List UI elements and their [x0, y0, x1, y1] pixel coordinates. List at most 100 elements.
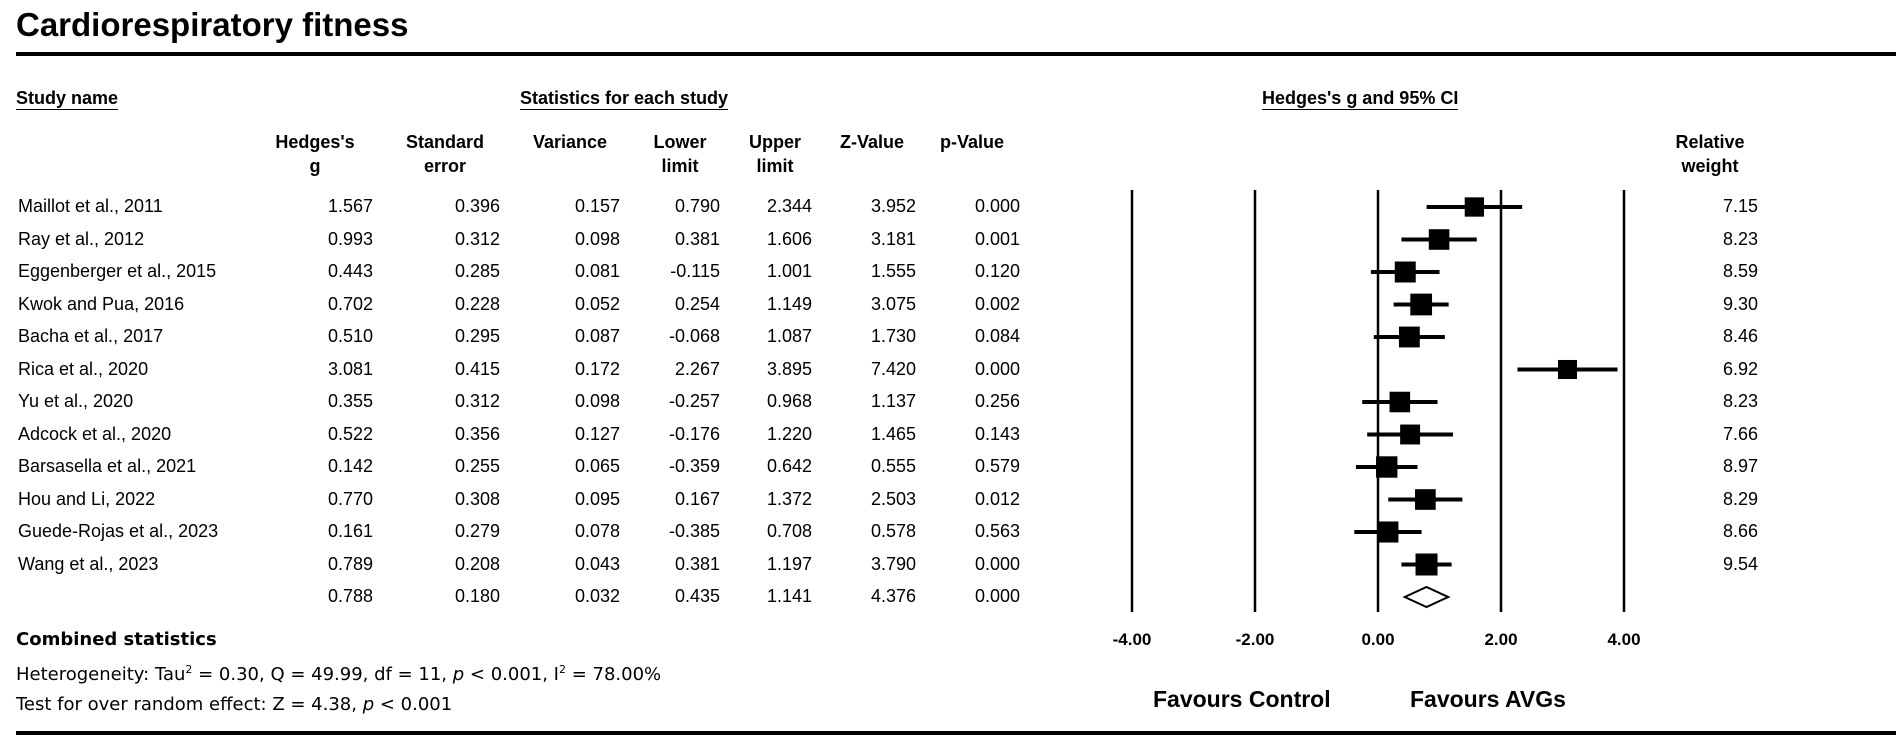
z-value-cell: 3.952 — [870, 196, 916, 216]
relative-weight-cell: 8.59 — [1722, 261, 1758, 281]
upper-limit-cell: 2.344 — [766, 196, 812, 216]
variance-cell: 0.081 — [574, 261, 620, 281]
relative-weight-cell: 8.46 — [1722, 326, 1758, 346]
study-name-cell: Kwok and Pua, 2016 — [18, 293, 185, 314]
lower-limit-cell: 0.381 — [674, 228, 720, 249]
lower-limit-cell: 0.167 — [674, 488, 720, 509]
p-value-cell: 0.120 — [974, 261, 1020, 281]
study-name-cell: Wang et al., 2023 — [18, 553, 159, 574]
p-value-cell: 0.256 — [974, 391, 1020, 411]
upper-limit-cell: 1.087 — [766, 326, 812, 346]
effect-size-marker — [1557, 359, 1577, 380]
study-name-cell: Yu et al., 2020 — [18, 391, 134, 411]
hedges-g-cell: 0.142 — [327, 456, 373, 476]
x-tick-label: 2.00 — [1484, 630, 1517, 649]
plot-group-header: Hedges's g and 95% CI — [1262, 88, 1459, 110]
p-value-cell: 0.563 — [974, 521, 1020, 541]
variance-cell: 0.065 — [574, 456, 620, 476]
upper-limit-cell: 1.606 — [766, 228, 812, 249]
favours-control-label: Favours Control — [1153, 686, 1331, 712]
upper-limit-cell: 1.220 — [766, 423, 812, 444]
hedges-g-cell: 0.161 — [327, 521, 373, 541]
hedges-g-cell: 3.081 — [327, 358, 373, 379]
p-value-cell: 0.001 — [974, 228, 1020, 249]
p-value-cell: 0.084 — [974, 326, 1020, 346]
favours-avgs-label: Favours AVGs — [1410, 686, 1566, 712]
z-value-cell: 2.503 — [870, 488, 916, 509]
hedges-g-cell: 0.789 — [327, 553, 373, 574]
col-header-variance: Variance — [532, 132, 608, 152]
hedges-g-cell: 1.567 — [327, 196, 373, 216]
random-effect-test-line: Test for over random effect: Z = 4.38, p… — [16, 694, 453, 715]
variance-cell: 0.127 — [574, 423, 620, 444]
p-value-cell: 0.002 — [974, 293, 1020, 314]
x-tick-label: -4.00 — [1113, 630, 1152, 649]
study-name-cell: Barsasella et al., 2021 — [18, 456, 197, 476]
study-name-cell: Rica et al., 2020 — [18, 358, 149, 379]
upper-limit-cell: 1.197 — [766, 553, 812, 574]
z-value-cell: 1.137 — [870, 391, 916, 411]
col-header-upper-limit: Upper limit — [748, 132, 801, 176]
upper-limit-cell: 3.895 — [766, 358, 812, 379]
z-value-cell: 1.555 — [870, 261, 916, 281]
upper-limit-cell: 1.149 — [766, 293, 812, 314]
study-name-cell: Bacha et al., 2017 — [18, 326, 164, 346]
stats-group-header: Statistics for each study — [520, 88, 729, 110]
relative-weight-cell: 8.23 — [1722, 391, 1758, 411]
lower-limit-cell: -0.359 — [668, 456, 720, 476]
study-name-cell: Maillot et al., 2011 — [18, 196, 163, 216]
z-value-cell: 7.420 — [870, 358, 916, 379]
relative-weight-cell: 8.29 — [1722, 488, 1758, 509]
p-value-cell: 0.012 — [974, 488, 1020, 509]
bottom-rule — [16, 731, 1896, 735]
lower-limit-cell: 2.267 — [674, 358, 720, 379]
z-value-cell: 3.790 — [870, 553, 916, 574]
z-value-cell: 3.075 — [870, 293, 916, 314]
x-tick-label: -2.00 — [1236, 630, 1275, 649]
relative-weight-cell: 9.54 — [1722, 553, 1758, 574]
effect-size-marker — [1400, 424, 1421, 445]
lower-limit-cell: -0.257 — [668, 391, 720, 411]
standard-error-cell: 0.415 — [454, 358, 500, 379]
lower-limit-cell: 0.254 — [674, 293, 720, 314]
p-value-cell: 0.000 — [974, 553, 1020, 574]
hedges-g-cell: 0.510 — [327, 326, 373, 346]
standard-error-cell: 0.228 — [454, 293, 500, 314]
effect-size-marker — [1415, 489, 1436, 510]
combined-statistics-heading: Combined statistics — [16, 629, 217, 650]
relative-weight-cell: 7.15 — [1722, 196, 1758, 216]
standard-error-cell: 0.312 — [454, 228, 500, 249]
lower-limit-cell: 0.435 — [674, 586, 720, 606]
variance-cell: 0.043 — [574, 553, 620, 574]
top-rule — [16, 52, 1896, 56]
hedges-g-cell: 0.355 — [327, 391, 373, 411]
variance-cell: 0.052 — [574, 293, 620, 314]
p-value-cell: 0.000 — [974, 586, 1020, 606]
hedges-g-cell: 0.522 — [327, 423, 373, 444]
study-name-cell: Eggenberger et al., 2015 — [18, 261, 217, 281]
col-header-standard-error: Standard error — [405, 132, 484, 176]
x-tick-label: 4.00 — [1607, 630, 1640, 649]
study-name-cell: Adcock et al., 2020 — [18, 423, 172, 444]
study-name-cell: Guede-Rojas et al., 2023 — [18, 521, 219, 541]
variance-cell: 0.172 — [574, 358, 620, 379]
effect-size-marker — [1394, 261, 1416, 283]
upper-limit-cell: 1.141 — [766, 586, 812, 606]
study-name-cell: Ray et al., 2012 — [18, 228, 145, 249]
effect-size-marker — [1464, 197, 1485, 217]
effect-size-marker — [1415, 553, 1438, 576]
heterogeneity-line: Heterogeneity: Tau2 = 0.30, Q = 49.99, d… — [16, 663, 662, 685]
standard-error-cell: 0.396 — [454, 196, 500, 216]
standard-error-cell: 0.295 — [454, 326, 500, 346]
combined-statistics: Combined statistics Heterogeneity: Tau2 … — [16, 625, 661, 720]
standard-error-cell: 0.208 — [454, 553, 500, 574]
standard-error-cell: 0.255 — [454, 456, 500, 476]
variance-cell: 0.078 — [574, 521, 620, 541]
z-value-cell: 0.578 — [870, 521, 916, 541]
effect-size-marker — [1389, 391, 1411, 413]
hedges-g-cell: 0.788 — [327, 586, 373, 606]
z-value-cell: 3.181 — [870, 228, 916, 249]
lower-limit-cell: 0.790 — [674, 196, 720, 216]
pooled-effect-diamond — [1402, 585, 1451, 609]
upper-limit-cell: 0.708 — [766, 521, 812, 541]
